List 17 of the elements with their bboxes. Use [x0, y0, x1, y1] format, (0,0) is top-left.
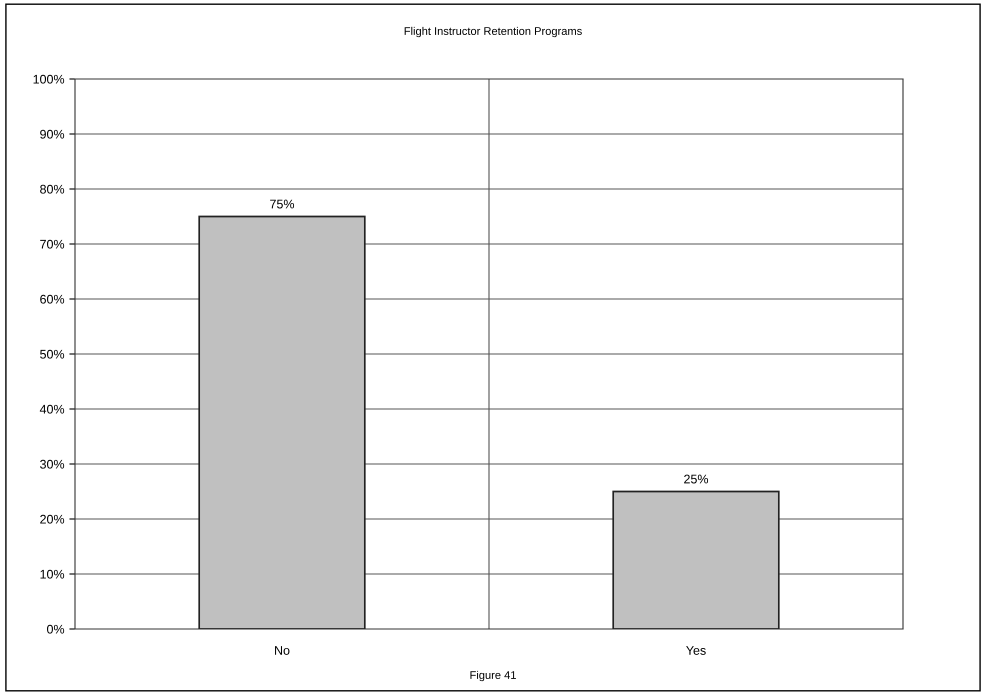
y-tick-label: 60%	[40, 294, 64, 304]
caption: Figure 41	[470, 670, 516, 682]
y-tick-label: 40%	[40, 404, 64, 414]
y-tick-label: 100%	[34, 74, 64, 84]
chart-title: Flight Instructor Retention Programs	[404, 26, 582, 38]
x-tick-label: Yes	[686, 646, 706, 655]
data-label: 25%	[684, 474, 708, 484]
y-tick-label: 80%	[40, 184, 64, 194]
y-tick-label: 30%	[40, 460, 64, 469]
y-tick-label: 50%	[40, 350, 64, 359]
y-tick-label: 90%	[40, 130, 64, 139]
data-label: 75%	[270, 200, 294, 208]
x-tick-label: No	[275, 646, 290, 655]
y-tick-label: 20%	[40, 514, 64, 524]
y-tick-label: 10%	[40, 570, 64, 579]
y-tick-label: 0%	[47, 624, 64, 634]
y-tick-label: 70%	[40, 240, 64, 249]
